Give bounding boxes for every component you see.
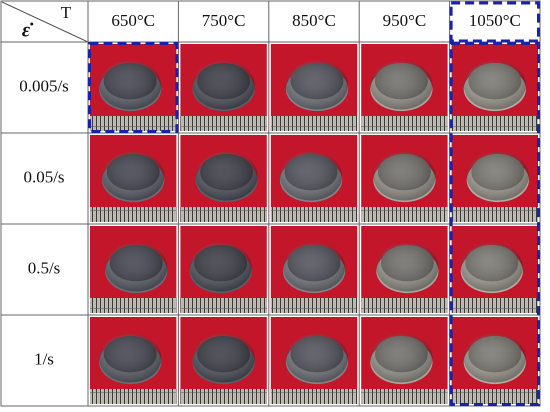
sample-shade — [282, 242, 346, 292]
ruler — [180, 298, 267, 313]
sample-shade — [285, 60, 349, 110]
highlight-box — [449, 1, 541, 43]
row-header: 0.05/s — [23, 167, 64, 186]
ruler — [451, 116, 538, 131]
ruler — [270, 389, 358, 404]
ruler — [361, 389, 448, 404]
sample-shade — [102, 151, 165, 201]
ruler — [270, 116, 358, 131]
column-header: 1050°C — [469, 11, 521, 30]
ruler — [270, 207, 358, 222]
ruler — [361, 116, 448, 131]
sample-shade — [370, 60, 433, 110]
ruler — [451, 389, 538, 404]
sample-shade — [460, 242, 523, 292]
sample-shade — [466, 151, 529, 201]
corner-diagonal — [1, 1, 89, 43]
ruler — [180, 389, 267, 404]
sample-shade — [463, 333, 526, 383]
highlight-box — [88, 42, 179, 133]
column-header: 950°C — [383, 11, 427, 30]
row-header: 0.5/s — [28, 258, 61, 277]
ruler — [90, 298, 177, 313]
ruler — [270, 298, 358, 313]
sample-shade — [463, 60, 526, 110]
ruler — [451, 298, 538, 313]
corner-column-header: T — [61, 3, 72, 22]
ruler — [361, 298, 448, 313]
ruler — [180, 116, 267, 131]
sample-shade — [192, 333, 255, 383]
sample-shade — [195, 151, 258, 201]
ruler — [361, 207, 448, 222]
column-header: 750°C — [202, 11, 246, 30]
sample-shade — [373, 151, 436, 201]
column-header: 850°C — [292, 11, 336, 30]
sample-shade — [189, 242, 252, 292]
sample-shade — [279, 151, 343, 201]
ruler — [180, 207, 267, 222]
sample-shade — [99, 333, 162, 383]
sample-shade — [376, 242, 439, 292]
ruler — [90, 116, 177, 131]
sample-shade — [370, 333, 433, 383]
ruler — [451, 207, 538, 222]
ruler — [90, 389, 177, 404]
sample-shade — [192, 60, 255, 110]
sample-shade — [105, 242, 168, 292]
sample-shade — [285, 333, 349, 383]
row-header: 0.005/s — [19, 76, 69, 95]
sample-shade — [99, 60, 162, 110]
highlight-box — [449, 42, 541, 406]
row-header: 1/s — [34, 349, 54, 368]
column-header: 650°C — [111, 11, 155, 30]
ruler — [90, 207, 177, 222]
